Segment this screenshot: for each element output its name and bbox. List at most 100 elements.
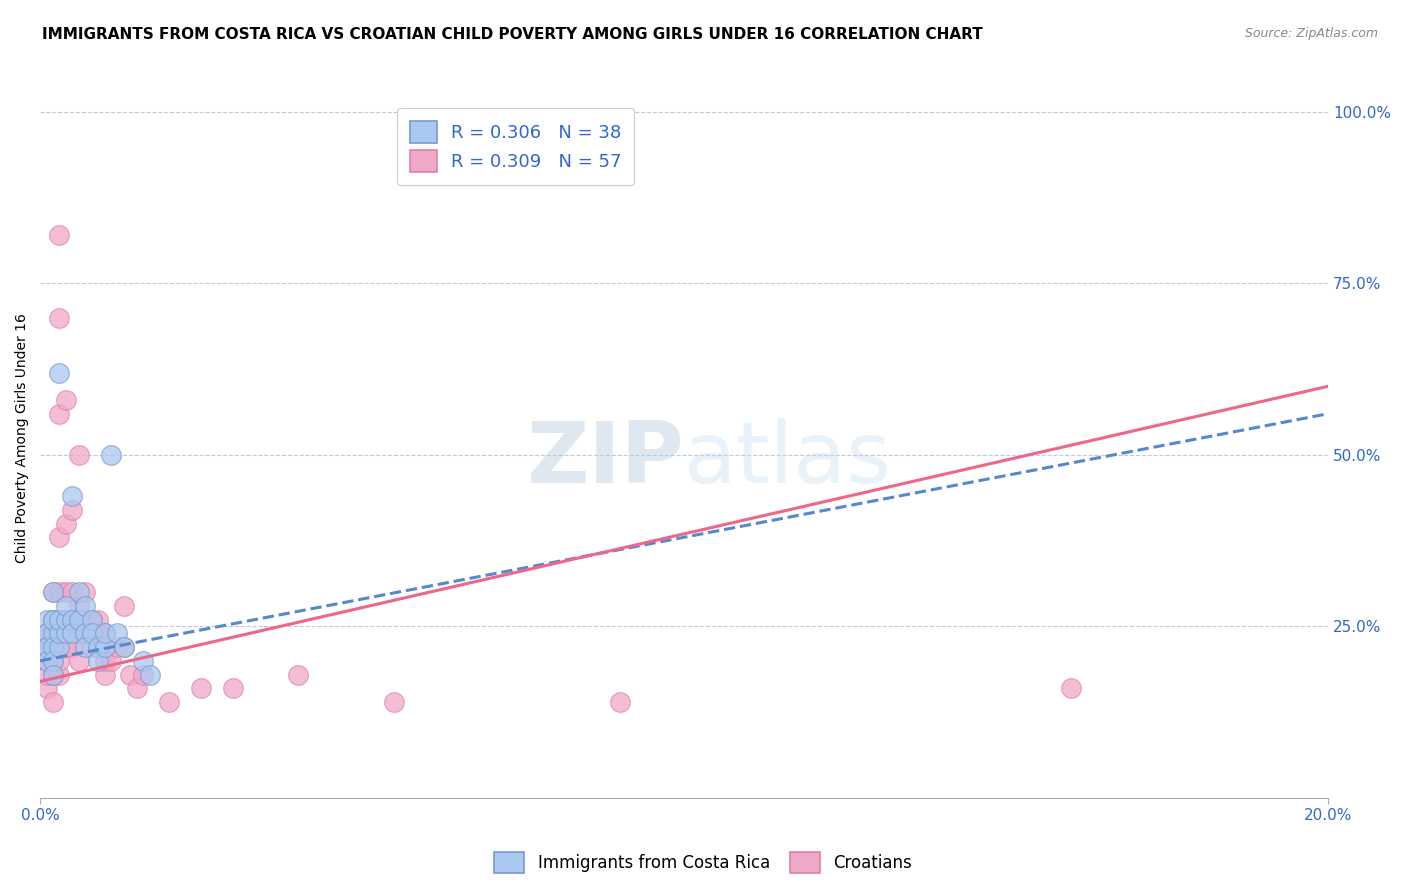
Point (42, 613, 65, 627)
Point (93, 667, 115, 681)
Point (60, 585, 83, 599)
Point (222, 681, 245, 696)
Point (48, 530, 70, 544)
Point (609, 695, 631, 709)
Point (138, 667, 160, 681)
Point (55, 613, 77, 627)
Point (60, 613, 83, 627)
Point (35, 640, 58, 654)
Point (287, 667, 309, 681)
Point (48, 667, 70, 681)
Point (93, 626, 115, 640)
Point (87, 613, 110, 627)
Point (55, 640, 77, 654)
Legend: R = 0.306   N = 38, R = 0.309   N = 57: R = 0.306 N = 38, R = 0.309 N = 57 (396, 108, 634, 185)
Point (48, 626, 70, 640)
Point (80, 640, 103, 654)
Point (55, 585, 77, 599)
Point (35, 640, 58, 654)
Point (55, 599, 77, 613)
Point (48, 640, 70, 654)
Point (87, 626, 110, 640)
Point (42, 626, 65, 640)
Text: Source: ZipAtlas.com: Source: ZipAtlas.com (1244, 27, 1378, 40)
Legend: Immigrants from Costa Rica, Croatians: Immigrants from Costa Rica, Croatians (488, 846, 918, 880)
Point (382, 695, 405, 709)
Point (60, 613, 83, 627)
Point (87, 640, 110, 654)
Point (67, 613, 90, 627)
Point (75, 626, 97, 640)
Point (1059, 681, 1081, 696)
Point (42, 640, 65, 654)
Point (35, 626, 58, 640)
Point (48, 585, 70, 599)
Point (75, 640, 97, 654)
Point (48, 407, 70, 421)
Point (112, 640, 135, 654)
Point (42, 654, 65, 668)
Point (35, 613, 58, 627)
Point (35, 667, 58, 681)
Point (105, 626, 128, 640)
Point (48, 654, 70, 668)
Point (55, 516, 77, 531)
Point (132, 667, 155, 681)
Point (80, 613, 103, 627)
Point (42, 695, 65, 709)
Point (105, 640, 128, 654)
Point (42, 667, 65, 681)
Point (42, 654, 65, 668)
Point (42, 585, 65, 599)
Point (75, 613, 97, 627)
Point (157, 695, 180, 709)
Point (35, 640, 58, 654)
Point (42, 613, 65, 627)
Point (112, 599, 135, 613)
Point (60, 503, 83, 517)
Point (60, 640, 83, 654)
Point (55, 626, 77, 640)
Point (93, 654, 115, 668)
Point (67, 585, 90, 599)
Point (67, 654, 90, 668)
Point (93, 626, 115, 640)
Point (75, 585, 97, 599)
Point (48, 310, 70, 325)
Point (120, 667, 142, 681)
Point (55, 613, 77, 627)
Point (190, 681, 212, 696)
Point (60, 626, 83, 640)
Point (35, 654, 58, 668)
Point (35, 626, 58, 640)
Y-axis label: Child Poverty Among Girls Under 16: Child Poverty Among Girls Under 16 (15, 313, 30, 563)
Point (55, 392, 77, 407)
Point (42, 585, 65, 599)
Point (93, 640, 115, 654)
Point (67, 626, 90, 640)
Point (42, 626, 65, 640)
Text: atlas: atlas (685, 417, 893, 501)
Text: IMMIGRANTS FROM COSTA RICA VS CROATIAN CHILD POVERTY AMONG GIRLS UNDER 16 CORREL: IMMIGRANTS FROM COSTA RICA VS CROATIAN C… (42, 27, 983, 42)
Point (60, 489, 83, 503)
Point (35, 681, 58, 696)
Point (80, 613, 103, 627)
Point (35, 640, 58, 654)
Point (48, 613, 70, 627)
Point (35, 654, 58, 668)
Point (80, 626, 103, 640)
Text: ZIP: ZIP (526, 417, 685, 501)
Point (42, 667, 65, 681)
Point (75, 599, 97, 613)
Point (87, 654, 110, 668)
Point (112, 640, 135, 654)
Point (48, 613, 70, 627)
Point (100, 448, 122, 462)
Point (67, 448, 90, 462)
Point (125, 681, 148, 696)
Point (48, 366, 70, 380)
Point (67, 599, 90, 613)
Point (42, 613, 65, 627)
Point (100, 654, 122, 668)
Point (132, 654, 155, 668)
